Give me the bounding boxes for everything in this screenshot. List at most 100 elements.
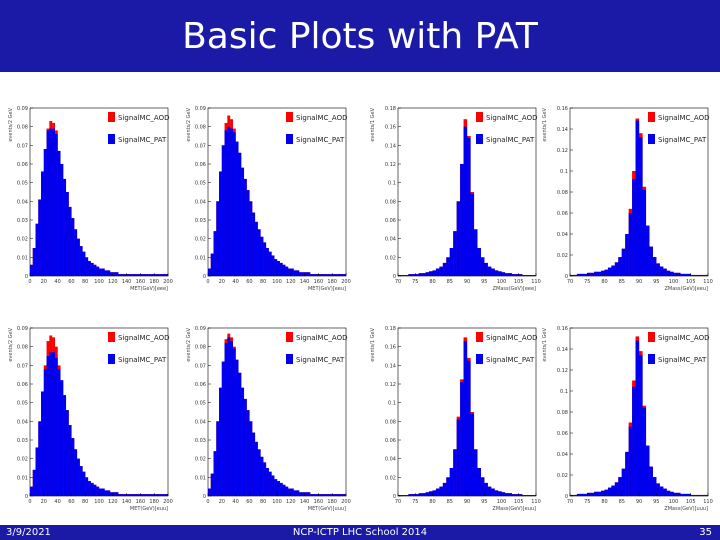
pat-bar [673, 492, 678, 496]
y-tick-label: 0.03 [17, 438, 28, 444]
pat-bar [238, 152, 242, 276]
x-tick-label: 140 [300, 279, 310, 285]
pat-bar [663, 268, 667, 276]
pat-bar [252, 432, 256, 496]
y-tick-label: 0.16 [385, 345, 396, 351]
legend-swatch [476, 332, 483, 342]
pat-bar [208, 268, 211, 276]
y-tick-label: 0.07 [195, 143, 206, 149]
y-tick-label: 0.08 [385, 419, 396, 425]
pat-bar [425, 492, 430, 496]
pat-bar [515, 274, 519, 276]
pat-bar [210, 473, 214, 496]
pat-bar [82, 251, 86, 276]
pat-bar [435, 268, 440, 276]
y-tick-label: 0.14 [557, 347, 568, 353]
x-tick-label: 105 [514, 279, 524, 285]
pat-bar [274, 479, 278, 496]
legend-swatch [108, 354, 115, 364]
legend-swatch [108, 134, 115, 144]
y-tick-label: 0.07 [195, 363, 206, 369]
slide-header [0, 0, 720, 72]
pat-bar [156, 274, 160, 276]
x-tick-label: 105 [514, 499, 524, 505]
pat-bar [35, 223, 39, 276]
pat-bar [293, 270, 297, 276]
x-tick-label: 60 [246, 499, 252, 505]
pat-bar [587, 272, 591, 276]
pat-bar [656, 263, 660, 276]
pat-bar [676, 492, 681, 496]
pat-bar [449, 468, 454, 496]
legend-swatch [648, 354, 655, 364]
pat-bar [463, 126, 468, 277]
x-tick-label: 75 [584, 279, 590, 285]
x-axis-label: ZMass(GeV)[eeu] [664, 286, 708, 292]
pat-bar [93, 484, 97, 496]
x-tick-label: 100 [94, 499, 104, 505]
pat-bar [221, 145, 225, 276]
y-axis-label: events/1 GeV [542, 107, 548, 141]
pat-bar [41, 171, 44, 276]
pat-bar [134, 494, 138, 496]
legend-swatch [286, 332, 293, 342]
x-axis-label: MET(GeV)[euu] [130, 506, 168, 512]
pat-bar [321, 274, 325, 276]
x-tick-label: 40 [232, 279, 238, 285]
pat-bar [315, 494, 319, 496]
pat-bar [208, 488, 211, 496]
pat-bar [219, 171, 222, 276]
pat-bar [594, 271, 598, 276]
pat-bar [65, 192, 69, 276]
legend-label: SignalMC_AOD [658, 334, 710, 342]
pat-bar [43, 149, 47, 276]
y-tick-label: 0.02 [17, 457, 28, 463]
pat-bar [282, 264, 286, 276]
y-tick-label: 0.12 [557, 148, 568, 154]
pat-bar [148, 274, 152, 276]
pat-bar [90, 482, 94, 496]
pat-bar [49, 352, 53, 496]
pat-bar [254, 441, 258, 496]
pat-bar [121, 494, 124, 496]
pat-bar [60, 380, 64, 496]
legend-label: SignalMC_PAT [658, 356, 707, 364]
y-tick-label: 0 [25, 274, 28, 280]
pat-bar [126, 494, 130, 496]
legend-label: SignalMC_PAT [118, 136, 167, 144]
pat-bar [35, 447, 39, 496]
x-tick-label: 100 [272, 279, 282, 285]
pat-bar [263, 242, 267, 276]
pat-bar [418, 273, 423, 276]
pat-bar [398, 275, 402, 276]
page-number: 35 [699, 527, 712, 538]
pat-bar [597, 271, 602, 276]
pat-bar [498, 491, 502, 496]
x-tick-label: 0 [206, 279, 209, 285]
pat-bar [227, 126, 231, 277]
pat-bar [645, 445, 650, 496]
pat-bar [321, 494, 325, 496]
y-tick-label: 0.12 [385, 382, 396, 388]
x-tick-label: 20 [219, 499, 225, 505]
legend-label: SignalMC_AOD [118, 114, 170, 122]
pat-bar [46, 130, 50, 276]
pat-bar [46, 356, 50, 496]
x-tick-label: 120 [108, 499, 118, 505]
legend-swatch [286, 112, 293, 122]
pat-bar [118, 274, 122, 276]
x-tick-label: 200 [163, 279, 173, 285]
pat-bar [312, 274, 316, 276]
histogram-panel-zmass-1: 70 75 80 85 90 95 100 105 110 0 0.02 0.04 0.06 0.08 0.… [368, 100, 544, 294]
legend-label: SignalMC_PAT [486, 136, 535, 144]
pat-bar [224, 130, 228, 276]
y-tick-label: 0.06 [557, 211, 568, 217]
pat-bar [296, 490, 300, 496]
pat-bar [701, 494, 705, 496]
pat-bar [491, 268, 495, 276]
y-axis-label: events/1 GeV [370, 107, 376, 141]
pat-bar [432, 490, 437, 496]
pat-bar [140, 274, 144, 276]
pat-bar [525, 275, 530, 276]
pat-bar [522, 275, 526, 276]
